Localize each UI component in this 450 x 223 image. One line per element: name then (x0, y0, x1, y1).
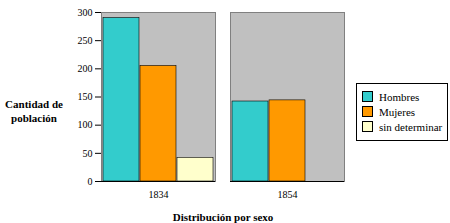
svg-text:50: 50 (83, 148, 93, 159)
svg-text:250: 250 (78, 35, 93, 46)
svg-text:100: 100 (78, 119, 93, 130)
svg-text:200: 200 (78, 63, 93, 74)
svg-text:Distribución por sexo: Distribución por sexo (173, 211, 274, 223)
svg-text:0: 0 (88, 176, 93, 187)
html-text:sin determinar: sin determinar (379, 120, 443, 133)
svg-text:1854: 1854 (278, 189, 298, 200)
svg-text:1834: 1834 (149, 189, 169, 200)
html-text:Cantidad de población: Cantidad de población (5, 98, 63, 124)
svg-text:300: 300 (78, 7, 93, 18)
html-text:Hombres: Hombres (379, 90, 420, 103)
html-text:Mujeres: Mujeres (379, 105, 415, 118)
svg-text:150: 150 (78, 91, 93, 102)
